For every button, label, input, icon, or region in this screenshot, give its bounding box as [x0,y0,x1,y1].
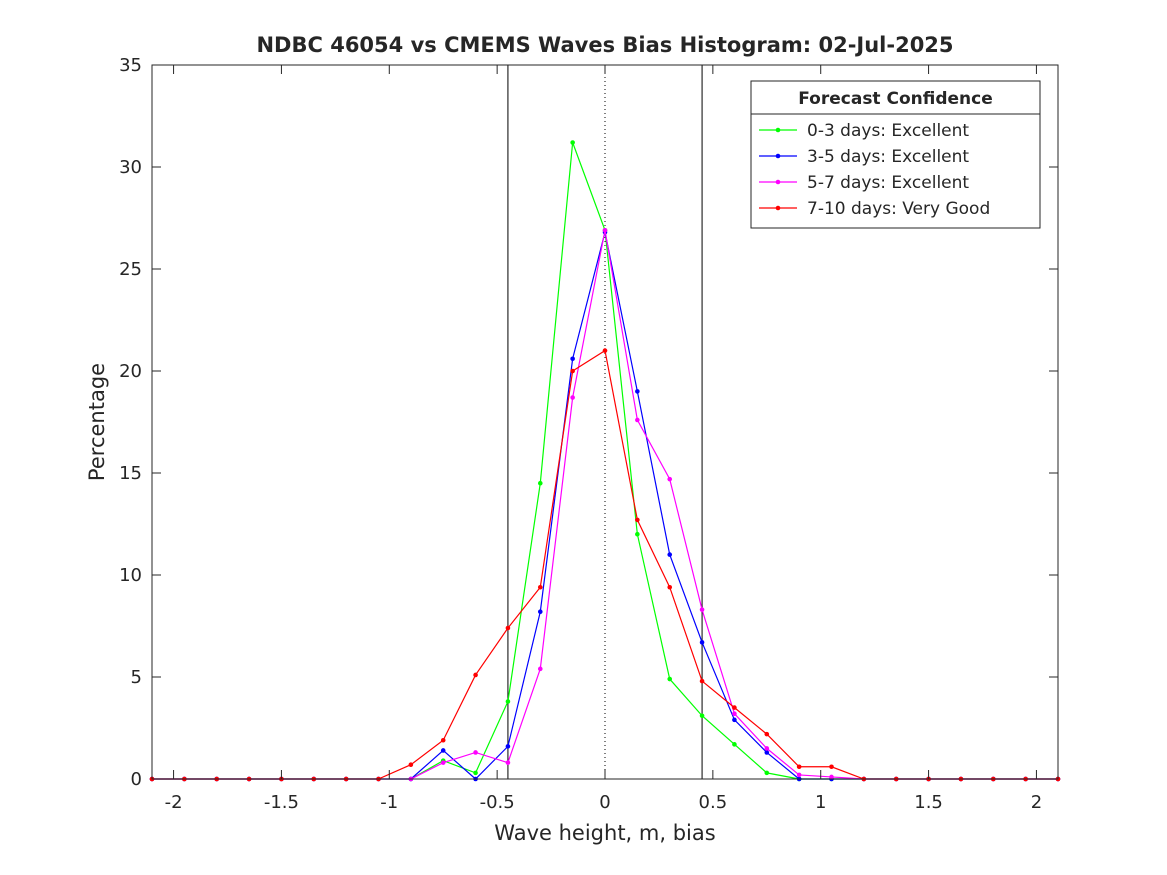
data-point [699,640,705,645]
data-point [570,395,575,400]
reference-lines [507,65,703,779]
data-point [635,531,640,537]
data-point [732,705,737,710]
x-tick-label: -0.5 [480,792,515,813]
data-point [699,678,705,684]
data-point [699,713,705,719]
data-point [473,750,478,755]
y-tick-label: 30 [119,157,142,178]
data-point [667,552,673,557]
legend-item: 0-3 days: Excellent [759,121,969,141]
data-point [667,676,673,682]
legend-label: 0-3 days: Excellent [807,121,969,141]
data-point [440,748,446,753]
data-point [473,672,478,678]
data-point [473,770,478,776]
y-tick-label: 15 [119,463,142,484]
x-tick-label: 2 [1031,792,1042,813]
data-point [732,711,737,717]
data-point [764,731,770,737]
data-point [732,717,737,723]
data-point [440,737,446,743]
data-point [635,517,640,523]
data-point [764,750,770,755]
y-tick-label: 20 [119,361,142,382]
data-point [602,348,608,353]
data-point [505,760,511,765]
data-point [667,584,673,590]
y-axis-label: Percentage [85,363,109,481]
legend-swatch-marker [775,179,781,185]
legend-item: 3-5 days: Excellent [759,147,969,167]
legend-swatch-marker [775,153,781,159]
data-point [570,140,575,145]
data-point [440,760,446,765]
data-point [408,762,414,768]
data-point [505,699,511,704]
legend-title: Forecast Confidence [798,89,993,109]
data-point [505,625,511,631]
x-tick-label: 1.5 [914,792,943,813]
y-tick-label: 5 [131,667,142,688]
legend-label: 3-5 days: Excellent [807,147,969,167]
y-tick-label: 10 [119,565,142,586]
legend-label: 7-10 days: Very Good [807,199,990,219]
data-point [505,744,511,749]
x-tick-label: 0.5 [699,792,728,813]
legend-item: 7-10 days: Very Good [759,199,990,219]
data-point [537,584,543,590]
data-point [796,764,802,770]
data-point [699,607,705,612]
y-tick-label: 35 [119,55,142,76]
data-point [732,742,737,747]
x-tick-label: 1 [815,792,826,813]
x-tick-label: -1.5 [264,792,299,813]
legend-items: 0-3 days: Excellent 3-5 days: Excellent 5-… [759,121,990,219]
data-point [829,764,834,770]
data-point [667,476,673,482]
data-point [764,746,770,751]
x-tick-label: -2 [165,792,183,813]
data-point [570,356,575,362]
x-axis-label: Wave height, m, bias [494,821,715,845]
x-tick-label: 0 [599,792,610,813]
data-point [537,609,543,615]
data-point [570,368,575,374]
data-point [537,480,543,486]
data-point [635,417,640,423]
data-point [635,389,640,394]
data-point [829,774,834,780]
legend-swatch-marker [775,127,781,133]
data-point [602,227,608,233]
y-tick-label: 0 [131,769,142,790]
legend-swatch-marker [775,205,781,211]
data-point [537,666,543,672]
y-tick-label: 25 [119,259,142,280]
legend-item: 5-7 days: Excellent [759,173,969,193]
legend: Forecast Confidence 0-3 days: Excellent 3… [750,80,1041,229]
legend-box [750,80,1041,229]
data-point [796,772,802,778]
data-point [764,770,770,776]
x-tick-label: -1 [380,792,398,813]
legend-label: 5-7 days: Excellent [807,173,969,193]
chart-title: NDBC 46054 vs CMEMS Waves Bias Histogram… [256,33,953,57]
